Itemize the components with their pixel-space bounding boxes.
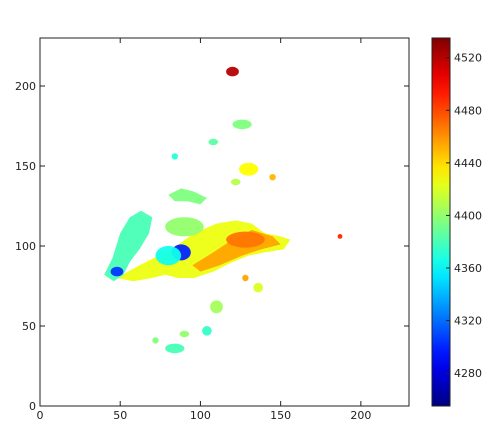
- region-clump-east-a: [242, 274, 249, 282]
- colorbar-gradient: [431, 37, 451, 407]
- region-clump-mid-right: [239, 162, 259, 176]
- y-tick-label: 0: [29, 400, 36, 413]
- colorbar-tick-label: 4520: [454, 52, 482, 65]
- x-tick-label: 50: [113, 409, 127, 422]
- region-arm-top: [168, 188, 207, 205]
- region-south-blob-5: [152, 337, 159, 344]
- region-clump-mid-left: [208, 138, 219, 146]
- region-west-arm: [104, 210, 153, 282]
- region-south-blob-2: [202, 326, 212, 336]
- region-green-northwest: [165, 217, 204, 237]
- region-south-blob-4: [165, 343, 185, 354]
- region-clump-east-b: [253, 282, 263, 293]
- region-clump-tiny-b: [230, 178, 241, 186]
- y-tick-label: 200: [15, 80, 36, 93]
- plot-area: [39, 37, 410, 407]
- region-south-blob-1: [210, 300, 223, 314]
- region-outlier-east: [337, 234, 343, 239]
- region-clump-tiny-c: [171, 153, 178, 160]
- region-clump-tiny-a: [269, 174, 276, 181]
- data-regions: [104, 66, 343, 354]
- x-tick-label: 150: [270, 409, 291, 422]
- region-south-blob-3: [179, 330, 190, 338]
- region-blue-knot-west: [110, 266, 124, 277]
- y-tick-label: 100: [15, 240, 36, 253]
- colorbar-tick-label: 4400: [454, 209, 482, 222]
- y-tick-label: 50: [22, 320, 36, 333]
- colorbar-tick-label: 4320: [454, 315, 482, 328]
- x-tick-label: 200: [350, 409, 371, 422]
- x-tick-label: 0: [37, 409, 44, 422]
- region-hotspot-top: [226, 66, 239, 77]
- region-cyan-patch: [155, 246, 182, 266]
- colorbar-tick-label: 4360: [454, 262, 482, 275]
- region-clump-high: [232, 119, 252, 130]
- y-tick-label: 150: [15, 160, 36, 173]
- colorbar-tick-label: 4280: [454, 367, 482, 380]
- region-body-hot: [226, 231, 265, 248]
- colorbar-tick-label: 4480: [454, 104, 482, 117]
- axes: 0 50 100 150 200 0 50 100 150 200: [15, 38, 409, 422]
- colorbar: 4280 4320 4360 4400 4440 4480 4520: [431, 37, 482, 407]
- colorbar-tick-label: 4440: [454, 157, 482, 170]
- x-tick-label: 100: [190, 409, 211, 422]
